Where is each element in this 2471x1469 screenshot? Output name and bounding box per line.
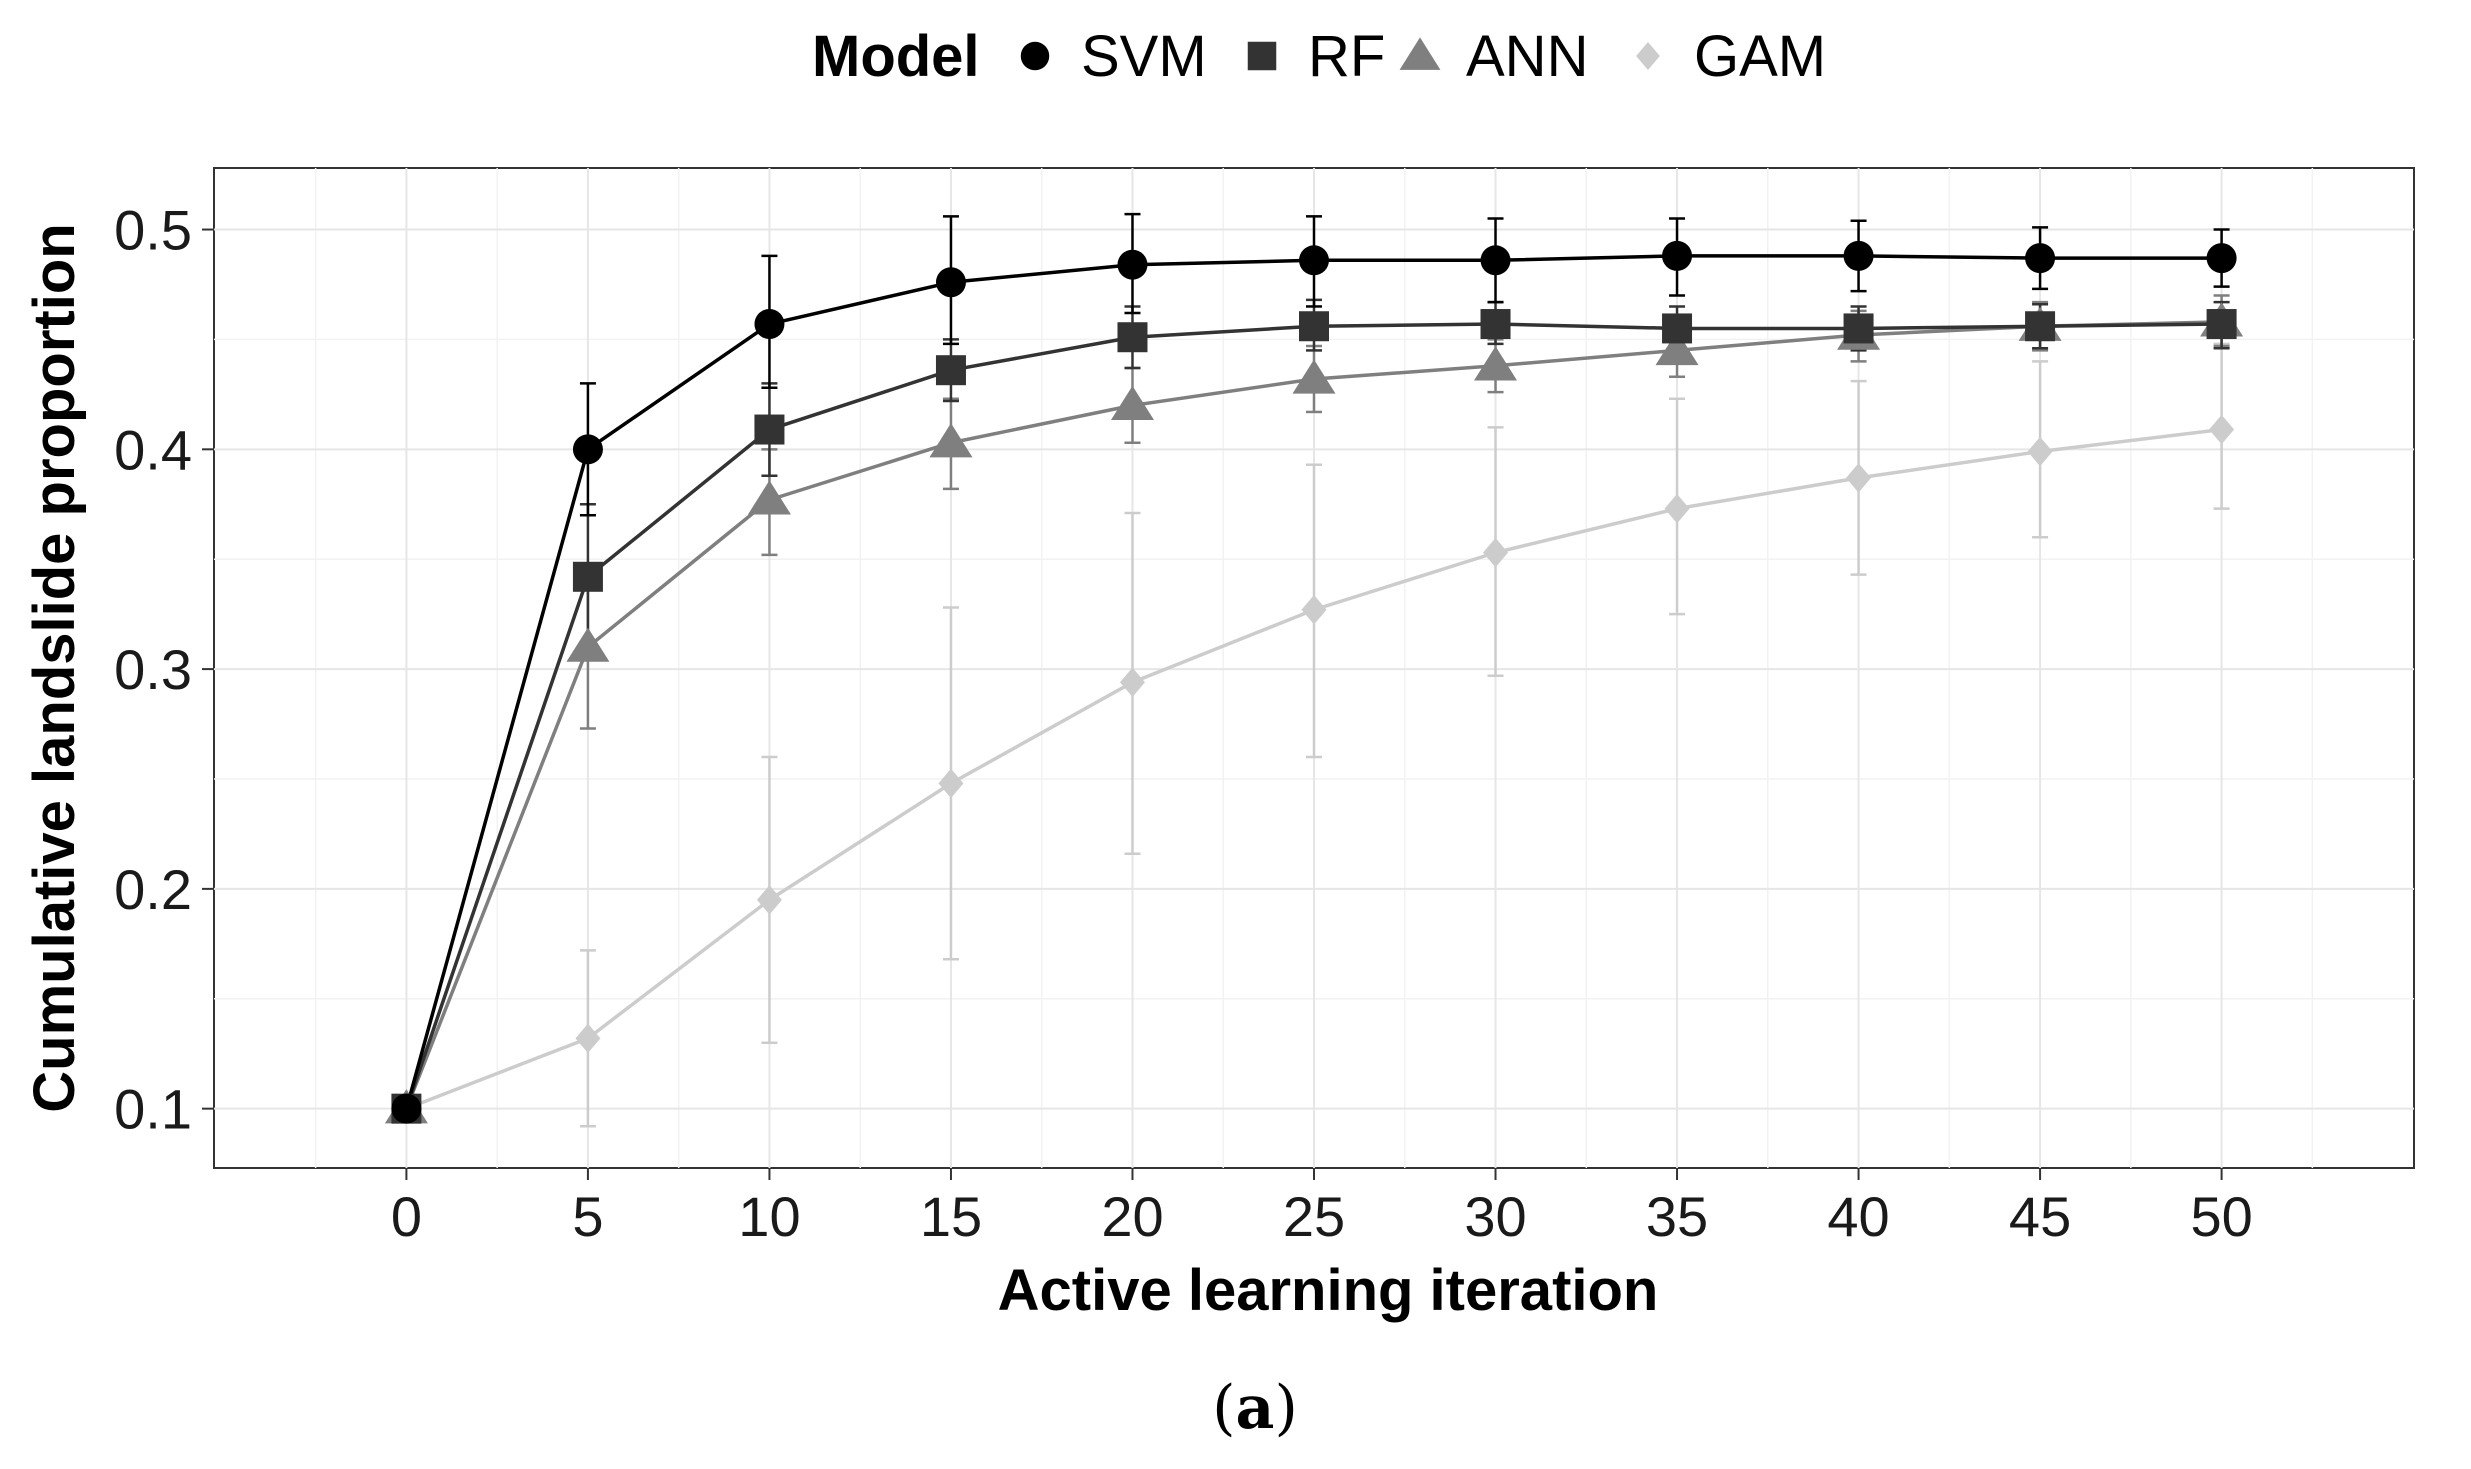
- legend: Model SVM RF ANN GAM: [812, 24, 1826, 89]
- gam-legend-label: GAM: [1694, 24, 1826, 89]
- svm-data-point: [2025, 243, 2056, 274]
- ann-data-point: [929, 423, 973, 458]
- svm-data-point: [572, 434, 603, 465]
- rf-data-point: [1117, 322, 1148, 353]
- y-axis-title: Cumulative landslide proportion: [22, 223, 87, 1112]
- rf-data-point: [1662, 313, 1693, 344]
- rf-data-point: [1843, 313, 1874, 344]
- ann-legend-label: ANN: [1466, 24, 1588, 89]
- svm-data-point: [1299, 245, 1329, 276]
- rf-data-point: [935, 355, 966, 386]
- gam-legend-marker: [1636, 42, 1660, 70]
- caption-close-paren: ): [1274, 1373, 1297, 1443]
- svm-legend-label: SVM: [1081, 24, 1207, 89]
- y-tick-label: 0.1: [114, 1078, 192, 1141]
- x-tick-label: 5: [572, 1185, 603, 1248]
- figure-caption: (a): [1212, 1373, 1298, 1443]
- x-tick-label: 30: [1464, 1185, 1526, 1248]
- svm-legend-marker: [1020, 41, 1050, 71]
- rf-data-point: [754, 414, 785, 445]
- gam-data-point: [1119, 667, 1145, 697]
- rf-legend-marker: [1247, 41, 1277, 71]
- rf-data-point: [2025, 311, 2056, 342]
- x-tick-label: 15: [920, 1185, 982, 1248]
- x-tick-label: 35: [1646, 1185, 1708, 1248]
- gam-data-point: [938, 768, 964, 799]
- caption-open-paren: (: [1212, 1373, 1235, 1443]
- rf-data-point: [1480, 309, 1511, 340]
- x-tick-label: 50: [2190, 1185, 2252, 1248]
- svm-data-point: [1117, 249, 1148, 280]
- ann-data-point: [1474, 346, 1518, 381]
- x-axis-title: Active learning iteration: [998, 1258, 1659, 1323]
- gam-data-point: [575, 1023, 601, 1054]
- rf-data-point: [572, 561, 603, 592]
- gam-data-point: [2209, 414, 2235, 445]
- gam-data-point: [1301, 595, 1327, 625]
- ann-data-point: [1655, 330, 1699, 366]
- x-tick-label: 0: [391, 1185, 422, 1248]
- svm-data-point: [935, 267, 966, 298]
- svm-data-point: [2206, 243, 2237, 274]
- ann-data-point: [1292, 359, 1336, 394]
- gam-data-point: [2027, 436, 2053, 467]
- rf-data-point: [2206, 309, 2237, 340]
- gam-data-point: [756, 885, 782, 915]
- caption-letter: a: [1236, 1373, 1275, 1443]
- x-tick-label: 45: [2009, 1185, 2071, 1248]
- x-tick-label: 25: [1283, 1185, 1345, 1248]
- y-tick-label: 0.4: [114, 418, 192, 481]
- svm-data-point: [754, 309, 785, 340]
- ann-data-point: [747, 480, 791, 515]
- svm-data-point: [391, 1093, 422, 1124]
- rf-legend-label: RF: [1308, 24, 1385, 89]
- gam-data-point: [1483, 537, 1509, 568]
- y-tick-label: 0.2: [114, 858, 192, 921]
- y-tick-label: 0.3: [114, 638, 192, 701]
- svm-data-point: [1662, 240, 1693, 271]
- svm-data-point: [1843, 240, 1874, 271]
- x-tick-label: 20: [1101, 1185, 1163, 1248]
- legend-title: Model: [812, 24, 980, 89]
- rf-data-point: [1299, 311, 1329, 342]
- ann-data-point: [566, 627, 610, 662]
- gam-data-point: [1846, 463, 1872, 493]
- x-tick-label: 10: [738, 1185, 800, 1248]
- y-tick-label: 0.5: [114, 199, 192, 262]
- x-tick-label: 40: [1827, 1185, 1889, 1248]
- ann-data-point: [1110, 385, 1154, 421]
- gam-data-point: [1664, 493, 1690, 524]
- svm-data-point: [1480, 245, 1511, 276]
- ann-legend-marker: [1399, 37, 1441, 70]
